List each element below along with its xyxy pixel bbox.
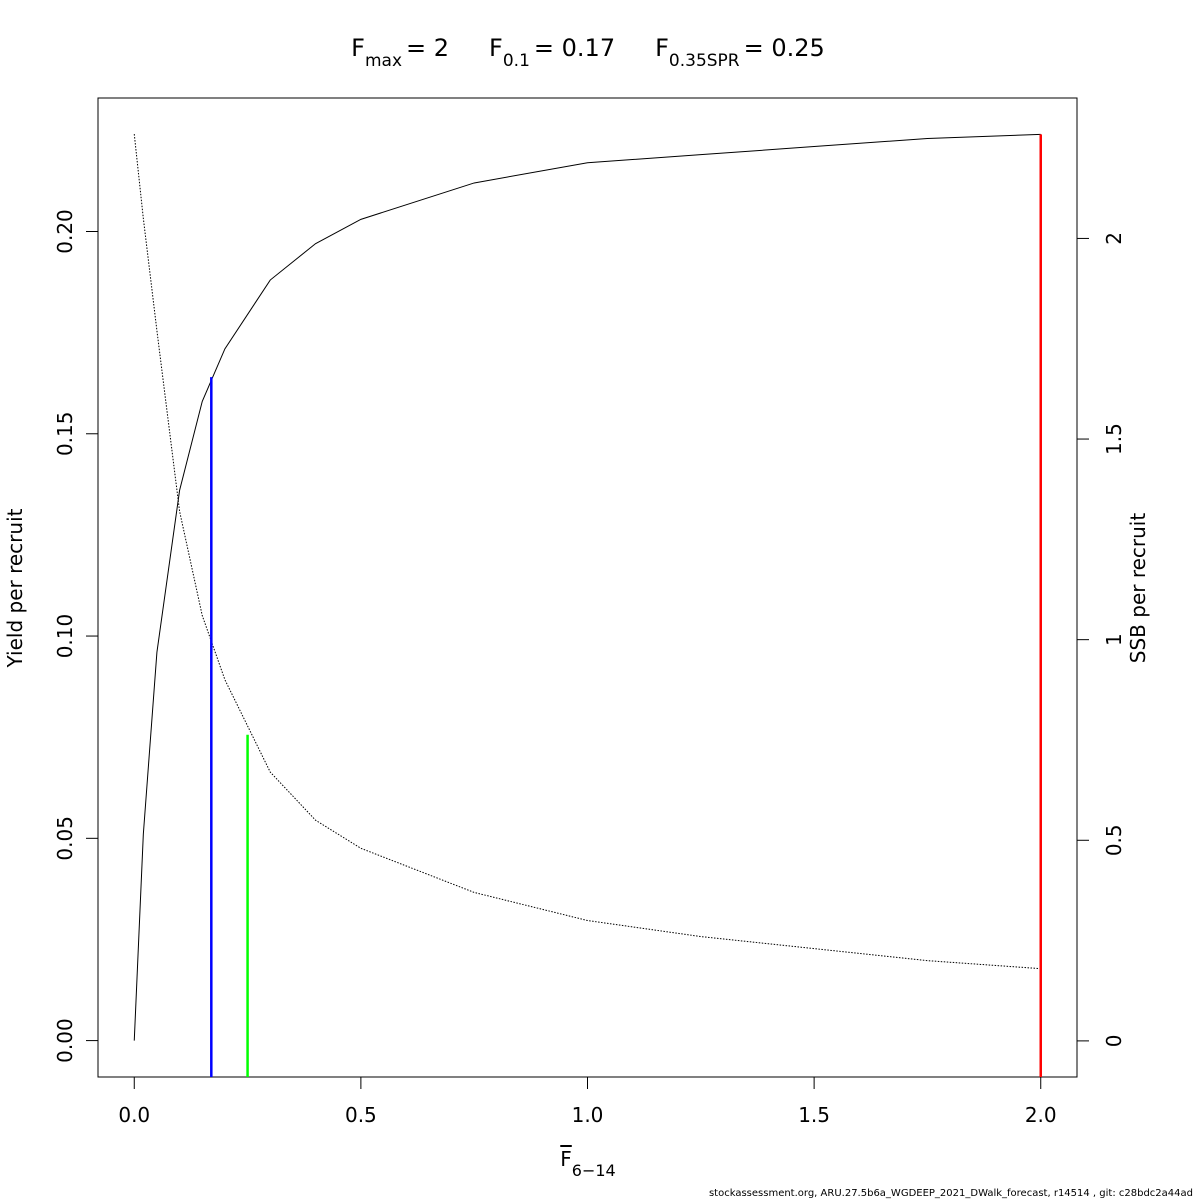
x-label-symbol: F [560, 1147, 572, 1171]
y-tick-label: 0.15 [53, 412, 77, 457]
y-tick-label: 0.05 [53, 816, 77, 861]
x-label-subscript: 6−14 [572, 1161, 616, 1180]
y-axis-label: Yield per recruit [3, 508, 27, 668]
footer: stockassessment.org, ARU.27.5b6a_WGDEEP_… [709, 1188, 1193, 1199]
x-tick-label: 1.0 [572, 1103, 604, 1127]
title-subscript: 0.35SPR [669, 51, 740, 71]
y2-tick-label: 1 [1102, 633, 1126, 646]
x-tick-label: 0.0 [118, 1103, 150, 1127]
y2-axis-label: SSB per recruit [1126, 513, 1150, 664]
y2-tick-label: 2 [1102, 232, 1126, 245]
title-subscript: max [365, 51, 402, 71]
title-value: = 0.25 [744, 34, 825, 62]
title-subscript: 0.1 [503, 51, 530, 71]
title-symbol: F [351, 34, 365, 62]
x-tick-label: 0.5 [345, 1103, 377, 1127]
curve [133, 134, 1041, 970]
y2-tick-label: 1.5 [1102, 423, 1126, 455]
chart-title: Fmax = 2 F0.1 = 0.17 F0.35SPR = 0.25 [351, 34, 825, 71]
title-value: = 0.17 [534, 34, 615, 62]
y2-tick-label: 0.5 [1102, 824, 1126, 856]
x-axis-label: F6−14 [560, 1147, 615, 1180]
curve [133, 133, 1041, 1041]
y-tick-label: 0.00 [53, 1018, 77, 1063]
title-value: = 2 [406, 34, 449, 62]
title-symbol: F [489, 34, 503, 62]
y-tick-label: 0.10 [53, 614, 77, 659]
y-tick-label: 0.20 [53, 209, 77, 254]
y2-tick-label: 0 [1102, 1035, 1126, 1048]
title-symbol: F [655, 34, 669, 62]
x-tick-label: 1.5 [798, 1103, 830, 1127]
x-tick-label: 2.0 [1025, 1103, 1057, 1127]
